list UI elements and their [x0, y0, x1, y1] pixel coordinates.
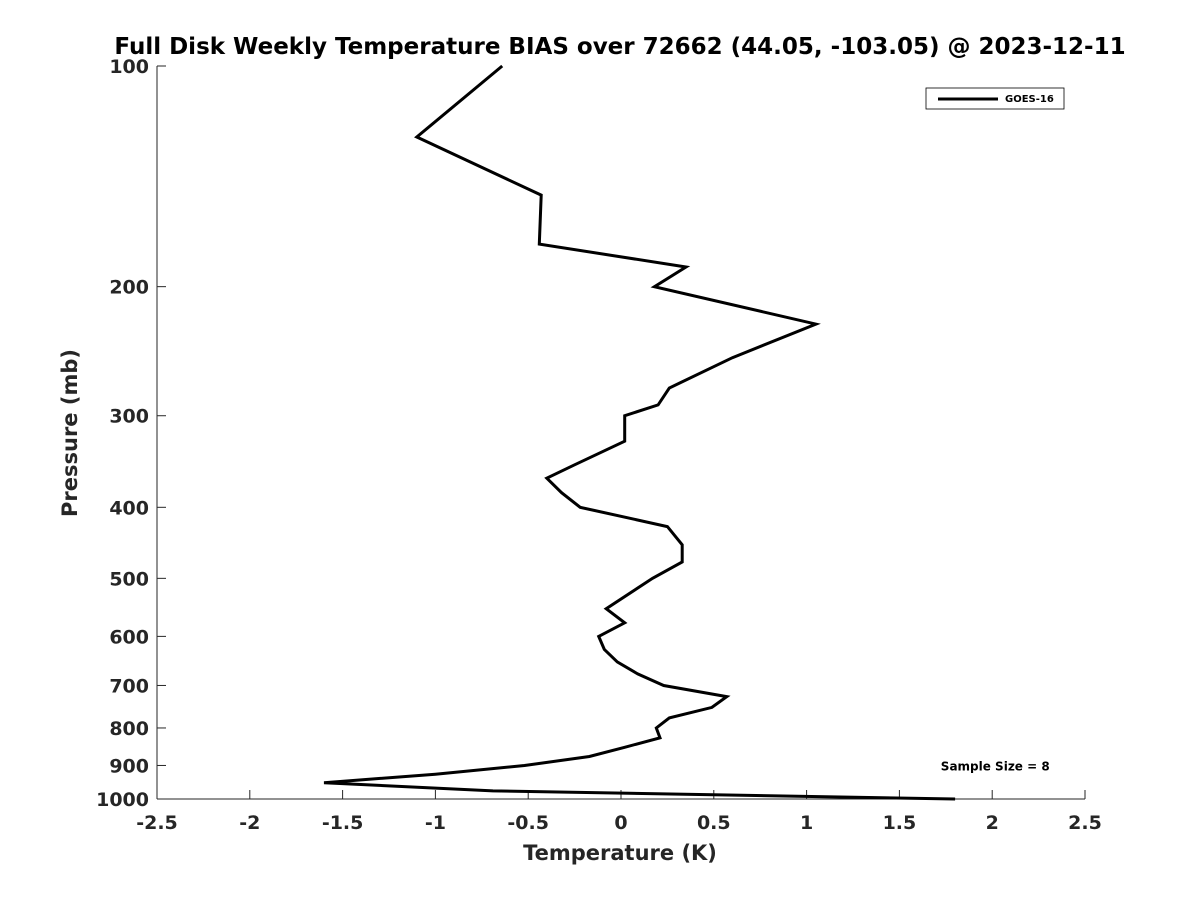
series-line-1: [323, 64, 956, 801]
x-tick-label: 0: [614, 812, 627, 834]
plot-axes: -2.5 -2 -1.5 -1 -0.5 0 0.5 1 1.5 2 2.5 100 200 300 400…: [96, 56, 1102, 834]
x-tick-label: 2: [986, 812, 999, 834]
y-tick-label: 1000: [96, 789, 149, 811]
y-tick-label: 600: [109, 626, 149, 648]
x-tick-label: 1.5: [883, 812, 917, 834]
x-tick-label: 2.5: [1068, 812, 1102, 834]
x-tick-label: -2: [239, 812, 260, 834]
legend-label: GOES-16: [1005, 94, 1054, 105]
x-tick-label: 0.5: [697, 812, 731, 834]
x-tick-label: -0.5: [507, 812, 549, 834]
y-tick-label: 700: [109, 675, 149, 697]
chart-title: Full Disk Weekly Temperature BIAS over 7…: [114, 34, 1125, 60]
y-tick-label: 300: [109, 406, 149, 428]
x-axis-label: Temperature (K): [523, 841, 717, 865]
x-tick-label: 1: [800, 812, 813, 834]
series-layer: [323, 64, 956, 801]
y-tick-label: 100: [109, 56, 149, 78]
y-axis-label: Pressure (mb): [58, 349, 82, 517]
x-tick-label: -1: [425, 812, 446, 834]
legend: GOES-16: [925, 87, 1065, 110]
x-tick-label: -1.5: [322, 812, 364, 834]
x-tick-label: -2.5: [136, 812, 178, 834]
y-tick-label: 900: [109, 755, 149, 777]
y-tick-label: 800: [109, 718, 149, 740]
sample-size-annotation: Sample Size = 8: [941, 759, 1050, 773]
y-tick-label: 400: [109, 497, 149, 519]
y-tick-label: 200: [109, 277, 149, 299]
y-tick-label: 500: [109, 568, 149, 590]
